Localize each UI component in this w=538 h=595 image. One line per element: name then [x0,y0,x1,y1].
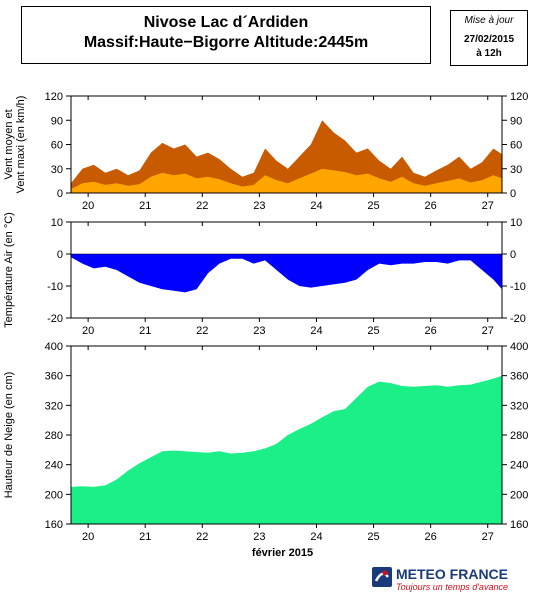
y-tick-label-left: 0 [57,249,63,261]
y-tick-label-left: 200 [45,489,63,501]
logo-brand: METEO FRANCE [396,566,508,582]
y-tick-label-right: 60 [510,140,522,152]
chart-title-box: Nivose Lac d´Ardiden Massif:Haute−Bigorr… [21,6,431,64]
panel-frame [70,221,503,319]
update-label: Mise à jour [464,15,514,26]
y-tick-label-right: 0 [510,188,516,200]
snow-depth-area [71,375,502,524]
update-date: 27/02/2015 [463,34,515,45]
y-tick-label-right: 160 [510,519,528,531]
y-tick-label-left: 120 [45,91,63,103]
x-tick-label: 25 [367,531,379,543]
wind-max-area [71,120,502,193]
y-tick-label-left: 360 [45,371,63,383]
x-tick-label: 25 [367,325,379,337]
y-axis-label: Vent moyen et [3,109,15,179]
y-tick-label-left: 280 [45,430,63,442]
logo-slogan: Toujours un temps d'avance [396,582,508,592]
y-tick-label-right: 200 [510,489,528,501]
x-tick-label: 26 [425,200,437,212]
y-tick-label-left: 0 [57,188,63,200]
x-tick-label: 21 [139,325,151,337]
y-tick-label-left: 10 [51,217,63,229]
y-tick-label-right: 280 [510,430,528,442]
y-tick-label-left: 240 [45,460,63,472]
y-tick-label-right: 120 [510,91,528,103]
y-tick-label-right: 30 [510,164,522,176]
y-tick-label-left: -10 [47,281,63,293]
x-tick-label: 26 [425,531,437,543]
y-tick-label-left: 30 [51,164,63,176]
y-axis-label: Hauteur de Neige (en cm) [3,372,15,499]
x-tick-label: 25 [367,200,379,212]
x-tick-label: 21 [139,200,151,212]
wind-mean-area [71,168,502,193]
x-tick-label: 20 [82,200,94,212]
y-tick-label-left: 90 [51,115,63,127]
month-axis-label: février 2015 [252,547,313,559]
x-tick-label: 24 [310,325,322,337]
chart-title-line1: Nivose Lac d´Ardiden [143,14,309,31]
y-tick-label-left: 320 [45,400,63,412]
y-tick-label-right: -10 [510,281,526,293]
y-tick-label-right: 90 [510,115,522,127]
temperature-area [71,254,502,293]
x-tick-label: 23 [253,325,265,337]
y-tick-label-right: 360 [510,371,528,383]
x-tick-label: 27 [482,531,494,543]
meteo-france-logo: METEO FRANCE Toujours un temps d'avance [368,563,538,593]
y-tick-label-right: 240 [510,460,528,472]
x-tick-label: 24 [310,200,322,212]
y-tick-label-right: 10 [510,217,522,229]
x-tick-label: 24 [310,531,322,543]
x-tick-label: 22 [196,325,208,337]
meteo-france-logo-icon [372,567,392,587]
x-tick-label: 23 [253,200,265,212]
y-tick-label-right: 0 [510,249,516,261]
y-tick-label-left: 400 [45,341,63,353]
x-tick-label: 20 [82,325,94,337]
x-tick-label: 27 [482,200,494,212]
update-time: à 12h [476,48,502,59]
y-axis-label: Vent maxi (en km/h) [15,96,27,194]
y-tick-label-left: 60 [51,140,63,152]
y-tick-label-left: -20 [47,313,63,325]
y-tick-label-right: 320 [510,400,528,412]
x-tick-label: 27 [482,325,494,337]
x-tick-label: 22 [196,200,208,212]
chart-title-line2: Massif:Haute−Bigorre Altitude:2445m [83,34,369,51]
y-tick-label-right: -20 [510,313,526,325]
y-axis-label: Température Air (en °C) [3,212,15,328]
y-tick-label-right: 400 [510,341,528,353]
x-tick-label: 22 [196,531,208,543]
y-tick-label-left: 160 [45,519,63,531]
update-date-box: Mise à jour 27/02/2015 à 12h [450,10,528,66]
x-tick-label: 21 [139,531,151,543]
x-tick-label: 26 [425,325,437,337]
x-tick-label: 23 [253,531,265,543]
x-tick-label: 20 [82,531,94,543]
